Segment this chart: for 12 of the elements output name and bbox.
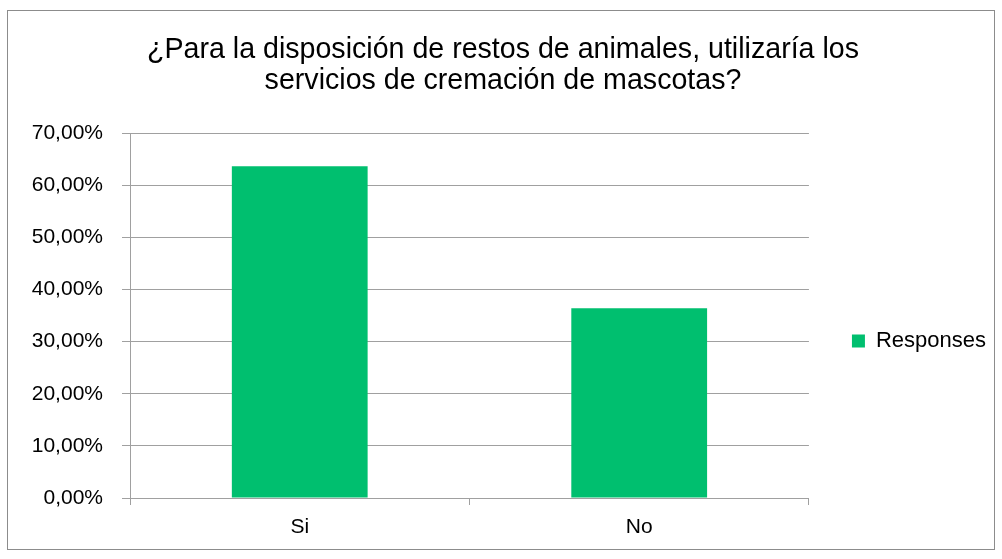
chart-title: ¿Para la disposición de restos de animales, utilizaría los servicios de cremación de mascotas?: [146, 32, 860, 95]
legend-label: Responses: [875, 327, 987, 353]
y-tick-label: 50,00%: [31, 224, 103, 248]
x-tick-label: No: [625, 514, 653, 538]
y-tick-label: 0,00%: [43, 484, 103, 508]
y-tick-label: 10,00%: [31, 432, 103, 456]
y-tick-label: 40,00%: [31, 276, 103, 300]
x-tick-label: Si: [290, 514, 310, 538]
y-tick-label: 60,00%: [31, 171, 103, 195]
y-tick-label: 30,00%: [31, 328, 103, 352]
y-tick-label: 70,00%: [31, 119, 103, 143]
y-tick-label: 20,00%: [31, 380, 103, 404]
